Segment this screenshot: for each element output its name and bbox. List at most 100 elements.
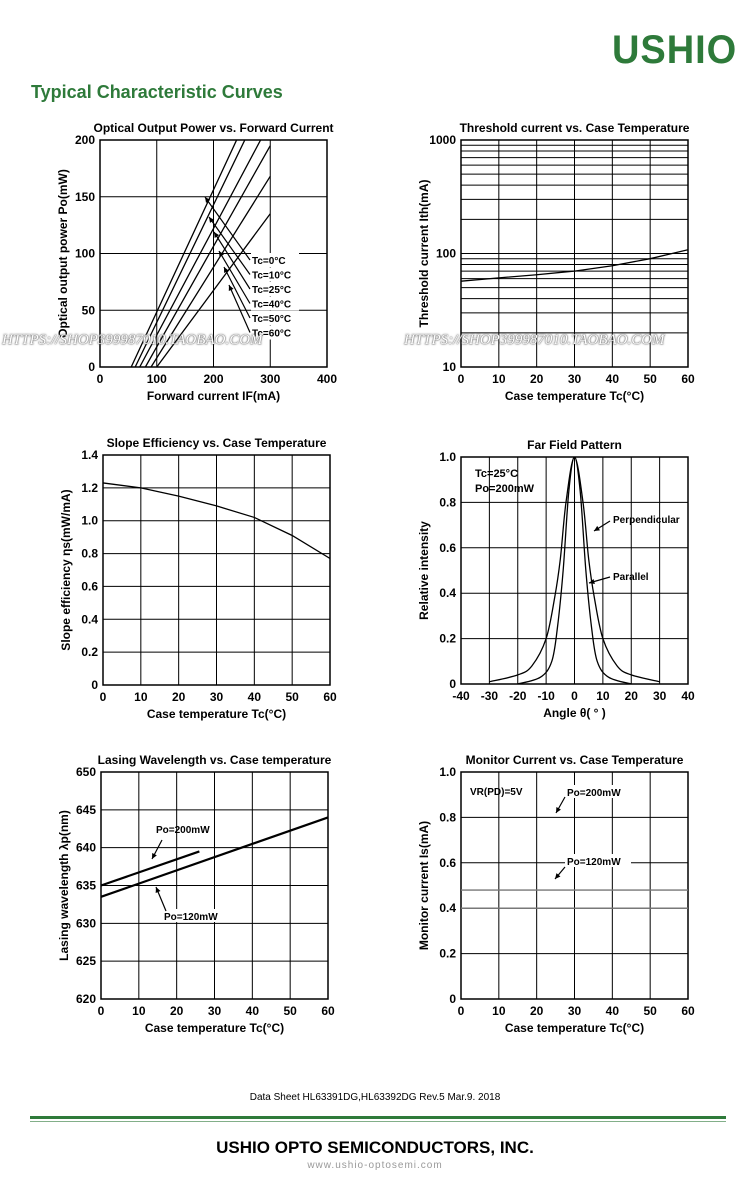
y-tick-label: 150 bbox=[75, 190, 95, 204]
watermark-left: HTTPS://SHOP399987010.TAOBAO.COM bbox=[2, 332, 263, 348]
x-axis-label: Case temperature Tc(°C) bbox=[145, 1021, 284, 1035]
y-tick-label: 100 bbox=[75, 247, 95, 261]
annotation-arrow-head bbox=[589, 579, 595, 585]
annotation-arrow-line bbox=[208, 216, 251, 275]
y-tick-label: 50 bbox=[82, 303, 96, 317]
x-tick-label: 40 bbox=[246, 1004, 260, 1018]
ushio-logo: USHIO bbox=[612, 28, 738, 72]
annotation-arrow-head bbox=[594, 525, 600, 531]
x-tick-label: 60 bbox=[681, 1004, 695, 1018]
series-line-2 bbox=[139, 140, 262, 367]
legend-label: Tc=40°C bbox=[252, 300, 291, 311]
x-tick-label: 400 bbox=[317, 372, 337, 386]
chart-title: Monitor Current vs. Case Temperature bbox=[466, 753, 684, 767]
series-line-0 bbox=[101, 850, 200, 887]
chart-title: Optical Output Power vs. Forward Current bbox=[93, 121, 333, 135]
y-tick-label: 0 bbox=[449, 677, 456, 691]
y-tick-label: 625 bbox=[76, 954, 96, 968]
x-tick-label: 30 bbox=[568, 372, 582, 386]
legend-label-background bbox=[251, 311, 299, 325]
series-line-5 bbox=[156, 213, 271, 367]
plot-frame bbox=[102, 454, 331, 686]
legend-label-background bbox=[251, 267, 299, 282]
y-tick-label: 100 bbox=[436, 247, 456, 261]
condition-label: Po=200mW bbox=[475, 483, 535, 495]
y-tick-label: 200 bbox=[75, 133, 95, 147]
x-tick-label: 60 bbox=[681, 372, 695, 386]
x-tick-label: 0 bbox=[98, 1004, 105, 1018]
x-axis-label: Case temperature Tc(°C) bbox=[147, 707, 286, 721]
y-tick-label: 0.8 bbox=[439, 810, 456, 824]
y-tick-label: 0.6 bbox=[439, 856, 456, 870]
x-tick-label: -10 bbox=[537, 689, 555, 703]
chart-threshold-current: Threshold current vs. Case Temperature 10… bbox=[417, 121, 695, 403]
legend-label: Tc=10°C bbox=[252, 271, 291, 282]
legend-label-background bbox=[251, 282, 299, 296]
annotation-arrow-head bbox=[556, 807, 561, 813]
y-axis-label: Threshold current Ith(mA) bbox=[417, 179, 431, 327]
chart-monitor-current: Monitor Current vs. Case Temperature 0 0.2… bbox=[417, 753, 695, 1035]
y-axis-label: Slope efficiency ηs(mW/mA) bbox=[59, 489, 73, 650]
y-tick-label: 640 bbox=[76, 841, 96, 855]
y-tick-label: 0 bbox=[91, 678, 98, 692]
annotation-arrow-line bbox=[218, 250, 251, 304]
x-tick-label: 200 bbox=[203, 372, 223, 386]
x-tick-label: 50 bbox=[283, 1004, 297, 1018]
legend-label: Tc=60°C bbox=[252, 329, 291, 340]
y-tick-label: 0 bbox=[449, 992, 456, 1006]
x-tick-label: 20 bbox=[530, 1004, 544, 1018]
chart-title: Lasing Wavelength vs. Case temperature bbox=[98, 753, 332, 767]
x-tick-label: 20 bbox=[172, 690, 186, 704]
plot-area bbox=[489, 457, 660, 684]
annotation-arrow-head bbox=[555, 873, 561, 879]
company-url: www.ushio-optosemi.com bbox=[307, 1160, 443, 1171]
annotation-arrow-line bbox=[213, 231, 251, 290]
datasheet-reference: Data Sheet HL63391DG,HL63392DG Rev.5 Mar… bbox=[249, 1092, 501, 1103]
plot-frame bbox=[460, 771, 689, 1000]
annotation-arrow-line bbox=[223, 266, 251, 319]
curve-label: Po=200mW bbox=[156, 825, 210, 836]
x-tick-label: 40 bbox=[681, 689, 695, 703]
plot-area bbox=[103, 482, 330, 560]
series-line-0 bbox=[461, 249, 688, 282]
annotation-arrow-head bbox=[152, 853, 157, 859]
series-line-0 bbox=[489, 457, 660, 683]
y-tick-label: 0.6 bbox=[81, 579, 98, 593]
x-axis-label: Forward current IF(mA) bbox=[147, 389, 280, 403]
x-axis-label: Case temperature Tc(°C) bbox=[505, 1021, 644, 1035]
y-tick-label: 0.2 bbox=[439, 947, 456, 961]
x-tick-label: 10 bbox=[492, 372, 506, 386]
x-tick-label: 100 bbox=[147, 372, 167, 386]
y-tick-label: 1.4 bbox=[81, 448, 98, 462]
footer-divider-thin bbox=[30, 1121, 726, 1122]
legend-label-background bbox=[251, 296, 299, 311]
x-tick-label: 30 bbox=[210, 690, 224, 704]
x-tick-label: 10 bbox=[134, 690, 148, 704]
plot-area bbox=[461, 249, 688, 282]
chart-slope-efficiency: Slope Efficiency vs. Case Temperature 0 0.… bbox=[59, 436, 337, 721]
chart-title: Far Field Pattern bbox=[527, 438, 622, 452]
y-tick-label: 630 bbox=[76, 916, 96, 930]
x-tick-label: 20 bbox=[530, 372, 544, 386]
chart-title: Slope Efficiency vs. Case Temperature bbox=[107, 436, 327, 450]
x-tick-label: 300 bbox=[260, 372, 280, 386]
plot-area bbox=[101, 816, 328, 898]
curve-label: Perpendicular bbox=[613, 515, 680, 526]
legend-label: Tc=50°C bbox=[252, 314, 291, 325]
footer-divider bbox=[30, 1116, 726, 1119]
y-tick-label: 650 bbox=[76, 765, 96, 779]
x-tick-label: 60 bbox=[321, 1004, 335, 1018]
annotation-arrow-line bbox=[228, 284, 251, 333]
curve-label: Po=120mW bbox=[567, 857, 621, 868]
x-tick-label: -30 bbox=[481, 689, 499, 703]
annotation-arrow-head bbox=[214, 232, 220, 238]
plot-area bbox=[130, 140, 271, 367]
x-tick-label: 50 bbox=[285, 690, 299, 704]
x-tick-label: 0 bbox=[458, 372, 465, 386]
condition-label: VR(PD)=5V bbox=[470, 787, 523, 798]
y-tick-label: 0.8 bbox=[439, 495, 456, 509]
plot-frame bbox=[99, 139, 328, 368]
curve-label: Po=120mW bbox=[164, 912, 218, 923]
x-tick-label: -20 bbox=[509, 689, 527, 703]
